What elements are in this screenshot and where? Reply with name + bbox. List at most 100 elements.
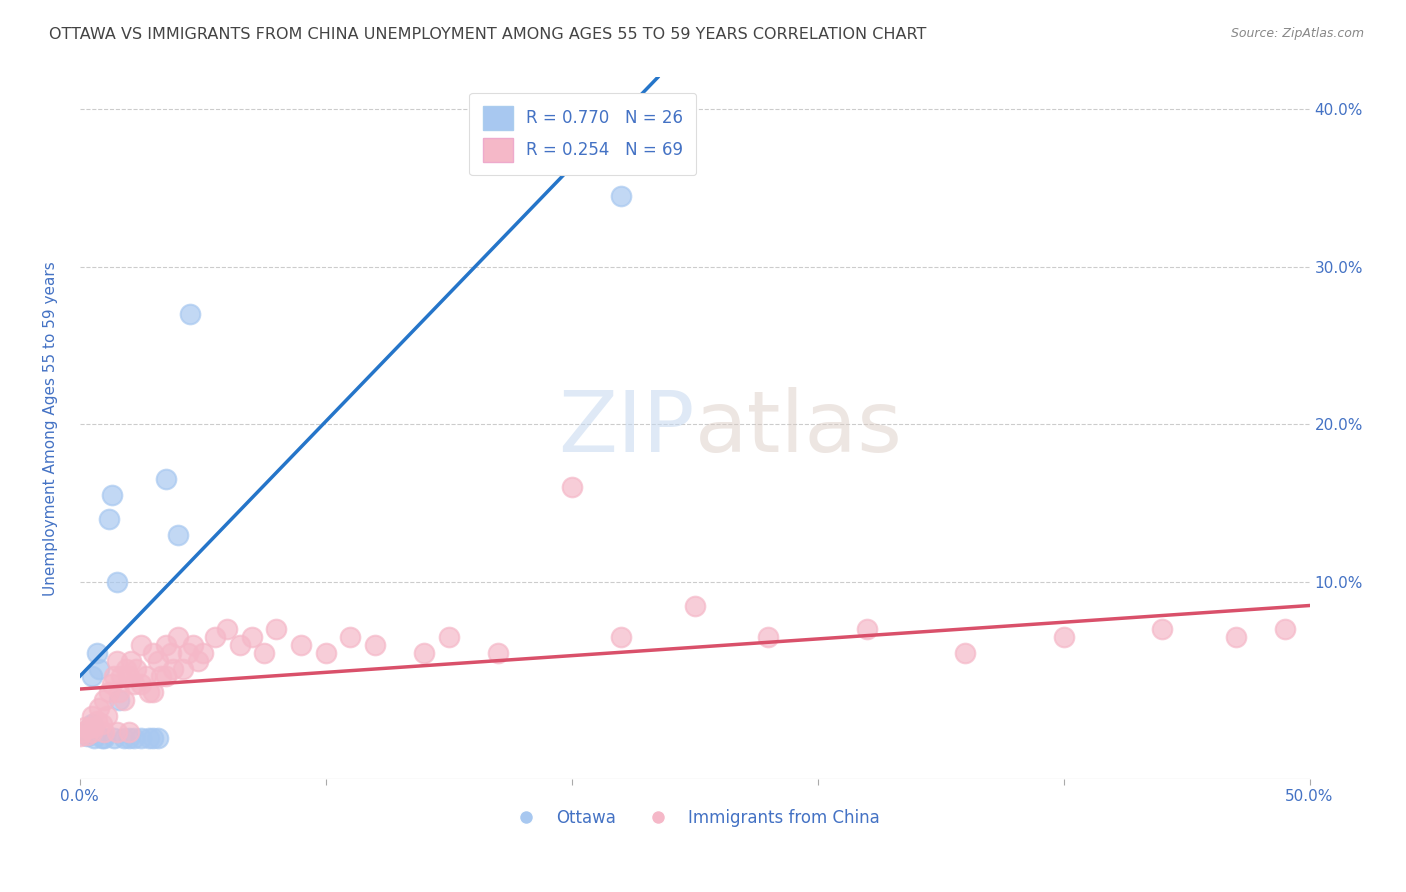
Point — [79, 722, 101, 736]
Point — [100, 677, 122, 691]
Point — [155, 472, 177, 486]
Point — [179, 307, 201, 321]
Point — [364, 638, 387, 652]
Point — [339, 630, 361, 644]
Point — [181, 638, 204, 652]
Point — [125, 662, 148, 676]
Point — [1274, 622, 1296, 636]
Point — [683, 599, 706, 613]
Point — [149, 669, 172, 683]
Point — [138, 685, 160, 699]
Point — [135, 669, 157, 683]
Point — [105, 724, 128, 739]
Point — [155, 638, 177, 652]
Point — [228, 638, 250, 652]
Point — [561, 480, 583, 494]
Point — [155, 669, 177, 683]
Y-axis label: Unemployment Among Ages 55 to 59 years: Unemployment Among Ages 55 to 59 years — [44, 260, 58, 596]
Point — [204, 630, 226, 644]
Point — [103, 731, 125, 745]
Point — [122, 731, 145, 745]
Point — [129, 638, 152, 652]
Point — [129, 731, 152, 745]
Point — [73, 724, 96, 739]
Point — [177, 646, 200, 660]
Point — [437, 630, 460, 644]
Point — [1150, 622, 1173, 636]
Point — [80, 709, 103, 723]
Point — [108, 685, 131, 699]
Point — [76, 728, 98, 742]
Point — [118, 724, 141, 739]
Point — [610, 630, 633, 644]
Point — [80, 669, 103, 683]
Point — [98, 512, 121, 526]
Point — [83, 720, 105, 734]
Point — [90, 731, 112, 745]
Text: atlas: atlas — [695, 386, 903, 470]
Point — [93, 731, 115, 745]
Point — [96, 709, 118, 723]
Point — [98, 685, 121, 699]
Point — [110, 669, 132, 683]
Point — [138, 731, 160, 745]
Point — [73, 720, 96, 734]
Point — [855, 622, 877, 636]
Point — [90, 716, 112, 731]
Point — [112, 731, 135, 745]
Text: Source: ZipAtlas.com: Source: ZipAtlas.com — [1230, 27, 1364, 40]
Point — [70, 724, 93, 739]
Point — [172, 662, 194, 676]
Point — [118, 731, 141, 745]
Point — [148, 654, 170, 668]
Point — [115, 662, 138, 676]
Point — [93, 724, 115, 739]
Point — [86, 714, 108, 728]
Point — [187, 654, 209, 668]
Point — [756, 630, 779, 644]
Point — [167, 527, 190, 541]
Point — [122, 677, 145, 691]
Point — [79, 728, 101, 742]
Point — [253, 646, 276, 660]
Point — [112, 693, 135, 707]
Point — [266, 622, 288, 636]
Text: OTTAWA VS IMMIGRANTS FROM CHINA UNEMPLOYMENT AMONG AGES 55 TO 59 YEARS CORRELATI: OTTAWA VS IMMIGRANTS FROM CHINA UNEMPLOY… — [49, 27, 927, 42]
Point — [167, 630, 190, 644]
Point — [142, 685, 165, 699]
Point — [217, 622, 239, 636]
Point — [76, 730, 98, 744]
Point — [86, 646, 108, 660]
Point — [486, 646, 509, 660]
Legend: Ottawa, Immigrants from China: Ottawa, Immigrants from China — [503, 803, 886, 834]
Text: ZIP: ZIP — [558, 386, 695, 470]
Point — [129, 677, 152, 691]
Point — [108, 693, 131, 707]
Point — [148, 731, 170, 745]
Point — [1225, 630, 1247, 644]
Point — [80, 716, 103, 731]
Point — [413, 646, 436, 660]
Point — [83, 731, 105, 745]
Point — [142, 731, 165, 745]
Point — [100, 488, 122, 502]
Point — [159, 646, 181, 660]
Point — [162, 662, 184, 676]
Point — [118, 669, 141, 683]
Point — [610, 188, 633, 202]
Point — [80, 724, 103, 739]
Point — [191, 646, 214, 660]
Point — [93, 693, 115, 707]
Point — [142, 646, 165, 660]
Point — [89, 701, 111, 715]
Point — [69, 730, 91, 744]
Point — [315, 646, 337, 660]
Point — [240, 630, 263, 644]
Point — [105, 654, 128, 668]
Point — [89, 662, 111, 676]
Point — [120, 654, 142, 668]
Point — [105, 574, 128, 589]
Point — [290, 638, 312, 652]
Point — [953, 646, 976, 660]
Point — [1052, 630, 1074, 644]
